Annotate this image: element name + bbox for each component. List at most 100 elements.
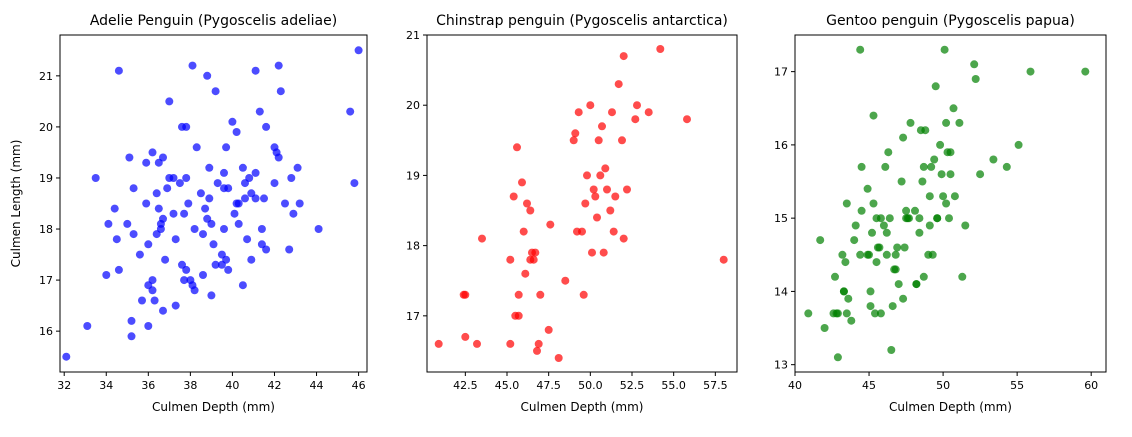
data-point: [574, 108, 583, 117]
data-point: [506, 339, 515, 348]
data-point: [833, 309, 842, 318]
data-point: [881, 162, 890, 171]
data-point: [260, 194, 268, 203]
data-point: [289, 209, 298, 218]
data-point: [62, 352, 71, 361]
data-point: [903, 214, 912, 223]
data-point: [899, 294, 908, 303]
data-point: [857, 162, 866, 171]
data-point: [91, 174, 100, 182]
x-tick-label: 55.0: [661, 379, 686, 392]
data-points: [62, 46, 363, 361]
data-points: [434, 45, 728, 362]
data-point: [869, 111, 878, 120]
data-point: [589, 185, 598, 194]
data-point: [579, 290, 588, 299]
data-point: [937, 170, 946, 179]
data-point: [919, 162, 928, 171]
data-point: [593, 213, 601, 222]
axis-ticks: 32 34 36 38 40 42 44 46 16 17 18 19 20 21: [39, 70, 366, 392]
data-point: [851, 221, 860, 230]
data-point: [857, 206, 866, 215]
chart-chinstrap: Chinstrap penguin (Pygoscelis antarctica…: [406, 13, 738, 414]
data-point: [138, 296, 146, 305]
x-tick-label: 46: [352, 379, 366, 392]
data-point: [842, 309, 851, 318]
data-point: [274, 61, 283, 70]
data-point: [894, 280, 903, 289]
x-tick-label: 32: [57, 379, 71, 392]
data-point: [879, 221, 888, 230]
data-point: [888, 302, 897, 311]
data-point: [971, 75, 980, 83]
data-point: [633, 101, 641, 110]
data-point: [599, 248, 608, 257]
data-point: [222, 143, 231, 152]
data-point: [946, 170, 955, 179]
data-point: [893, 243, 902, 252]
data-point: [114, 66, 123, 75]
data-point: [838, 250, 847, 259]
data-point: [161, 255, 170, 264]
y-tick-label: 19: [39, 172, 53, 185]
data-point: [83, 322, 92, 330]
data-point: [245, 174, 254, 182]
data-point: [596, 171, 605, 180]
data-point: [890, 265, 899, 274]
data-point: [171, 235, 180, 244]
data-point: [519, 227, 528, 236]
data-point: [544, 325, 553, 334]
y-tick-label: 21: [39, 70, 53, 83]
data-point: [262, 122, 271, 131]
data-points: [804, 45, 1090, 362]
data-point: [148, 148, 157, 157]
data-point: [921, 126, 930, 135]
data-point: [159, 214, 167, 223]
data-point: [247, 255, 256, 264]
data-point: [683, 115, 691, 124]
data-point: [346, 107, 355, 116]
data-point: [820, 324, 829, 332]
x-tick-label: 34: [99, 379, 113, 392]
data-point: [434, 339, 443, 348]
data-point: [606, 206, 615, 215]
data-point: [844, 294, 853, 303]
data-point: [211, 260, 220, 269]
x-tick-label: 36: [141, 379, 155, 392]
axis-ticks: 42.5 45.0 47.5 50.0 52.5 55.0 57.5 17 18 19 20 21: [406, 29, 728, 392]
data-point: [578, 227, 586, 236]
data-point: [872, 258, 881, 267]
y-tick-label: 17: [39, 274, 53, 287]
data-point: [588, 248, 596, 257]
data-point: [970, 60, 979, 69]
data-point: [931, 82, 940, 91]
data-point: [506, 255, 515, 264]
y-tick-label: 17: [774, 66, 788, 79]
plot-frame: [426, 34, 738, 373]
data-point: [940, 45, 949, 54]
data-point: [203, 71, 212, 80]
x-axis-label: Culmen Depth (mm): [521, 400, 644, 414]
data-point: [1014, 140, 1023, 149]
data-point: [142, 199, 151, 208]
data-point: [112, 235, 121, 244]
data-point: [586, 101, 595, 110]
data-point: [201, 204, 210, 213]
data-point: [159, 153, 167, 162]
chart-gentoo: Gentoo penguin (Pygoscelis papua) Culmen…: [774, 13, 1107, 414]
data-point: [1081, 67, 1090, 76]
data-point: [526, 206, 535, 215]
data-point: [915, 228, 924, 237]
data-point: [816, 236, 825, 245]
data-point: [533, 346, 541, 355]
x-tick-label: 38: [183, 379, 197, 392]
x-tick-label: 52.5: [620, 379, 645, 392]
data-point: [536, 290, 545, 299]
y-tick-label: 18: [39, 223, 53, 236]
data-point: [863, 184, 872, 193]
data-point: [186, 276, 195, 285]
data-point: [866, 302, 875, 311]
data-point: [209, 240, 218, 249]
data-point: [354, 46, 363, 55]
data-point: [930, 155, 939, 164]
